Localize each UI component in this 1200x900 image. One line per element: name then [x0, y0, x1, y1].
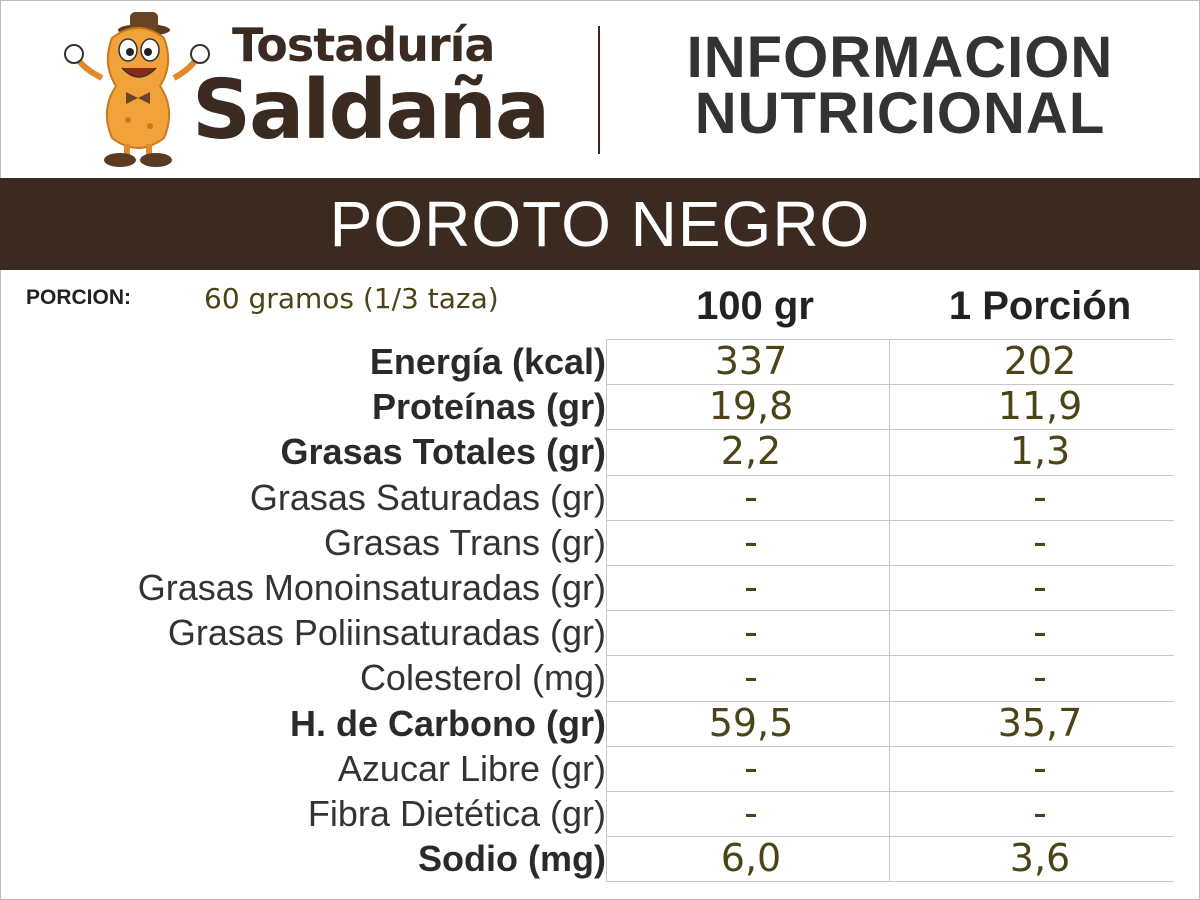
column-header-100gr: 100 gr [696, 284, 814, 328]
brand-name-line2: Saldaña [192, 63, 550, 158]
value-100gr: - [744, 474, 758, 519]
row-divider [606, 519, 1174, 521]
value-100gr: 337 [714, 339, 788, 383]
row-divider [606, 700, 1174, 702]
row-divider [606, 429, 1174, 431]
value-portion: - [1033, 791, 1047, 835]
nutrient-label: Energía (kcal) [369, 341, 606, 382]
row-divider [606, 384, 1174, 386]
value-portion: - [1033, 745, 1047, 790]
value-portion: 3,6 [1009, 836, 1071, 881]
value-portion: 202 [1003, 339, 1077, 383]
portion-value: 60 gramos (1/3 taza) [204, 282, 499, 315]
nutrient-label: Proteínas (gr) [371, 386, 606, 428]
value-portion: 11,9 [997, 384, 1083, 429]
brand-name-line1: Tostaduría [232, 18, 495, 72]
nutrient-label: Colesterol (mg) [359, 657, 606, 699]
value-portion: - [1033, 519, 1047, 564]
value-100gr: 19,8 [708, 384, 794, 429]
column-divider-left [606, 339, 607, 882]
nutrient-label: Grasas Poliinsaturadas (gr) [167, 612, 606, 654]
title-line1: INFORMACION [686, 25, 1114, 90]
value-100gr: - [744, 745, 758, 790]
row-divider [606, 791, 1174, 792]
row-divider [606, 610, 1174, 612]
row-divider [606, 655, 1174, 657]
nutrient-label: Grasas Totales (gr) [280, 431, 606, 473]
nutrient-label: Grasas Saturadas (gr) [249, 476, 606, 518]
header-divider [598, 26, 600, 154]
value-100gr: 6,0 [720, 836, 782, 881]
row-divider [606, 745, 1174, 747]
row-divider [606, 339, 1174, 340]
value-portion: - [1033, 610, 1047, 655]
value-100gr: - [744, 610, 758, 655]
value-portion: - [1033, 655, 1047, 700]
column-header-portion: 1 Porción [948, 284, 1132, 328]
value-100gr: 2,2 [720, 429, 782, 474]
portion-label: PORCION: [26, 286, 131, 309]
row-divider [606, 565, 1174, 566]
nutrient-label: Sodio (mg) [418, 838, 606, 880]
nutrient-label: Fibra Dietética (gr) [307, 793, 606, 834]
value-portion: - [1033, 565, 1047, 609]
nutrient-label: H. de Carbono (gr) [290, 702, 606, 744]
nutrient-label: Azucar Libre (gr) [337, 747, 606, 789]
page-title: INFORMACION NUTRICIONAL [610, 25, 1190, 146]
product-band: POROTO NEGRO [0, 178, 1200, 270]
peanut-mascot-icon [64, 12, 210, 167]
product-name: POROTO NEGRO [329, 188, 871, 260]
nutrient-label: Grasas Trans (gr) [323, 521, 606, 563]
value-100gr: - [744, 791, 758, 835]
row-divider [606, 474, 1174, 476]
value-portion: - [1033, 474, 1047, 519]
title-line2: NUTRICIONAL [694, 81, 1106, 146]
value-portion: 35,7 [997, 700, 1083, 745]
value-100gr: - [744, 519, 758, 564]
value-100gr: - [744, 565, 758, 609]
value-100gr: - [744, 655, 758, 700]
value-portion: 1,3 [1009, 429, 1071, 474]
column-divider-middle [889, 339, 890, 882]
row-divider [606, 881, 1174, 883]
nutrient-label: Grasas Monoinsaturadas (gr) [137, 567, 606, 608]
row-divider [606, 836, 1174, 838]
value-100gr: 59,5 [708, 700, 794, 745]
